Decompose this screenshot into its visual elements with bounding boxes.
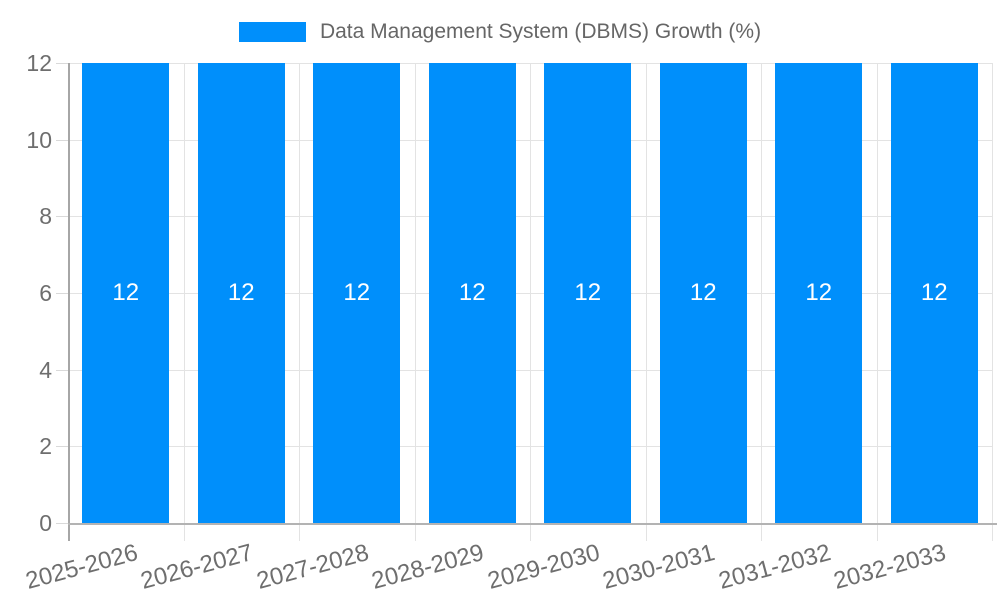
y-axis-label: 0 — [39, 510, 52, 536]
gridline-vertical — [761, 63, 762, 541]
y-tick-mark — [56, 523, 68, 524]
gridline-vertical — [992, 63, 993, 541]
bar[interactable] — [544, 63, 632, 523]
y-tick-mark — [56, 370, 68, 371]
bar[interactable] — [890, 63, 978, 523]
y-tick-mark — [56, 446, 68, 447]
y-axis-label: 8 — [39, 203, 52, 229]
y-axis-label: 12 — [26, 50, 52, 76]
legend-label: Data Management System (DBMS) Growth (%) — [319, 20, 762, 43]
gridline-vertical — [877, 63, 878, 541]
y-axis-label: 4 — [39, 357, 52, 383]
bar-value-label: 12 — [227, 279, 255, 306]
bar-value-label: 12 — [458, 279, 486, 306]
y-tick-mark — [56, 63, 68, 64]
bar[interactable] — [82, 63, 170, 523]
gridline-vertical — [646, 63, 647, 541]
y-axis — [68, 63, 70, 541]
gridline-vertical — [184, 63, 185, 541]
bar[interactable] — [197, 63, 285, 523]
y-axis-label: 2 — [39, 433, 52, 459]
bar-value-label: 12 — [689, 279, 717, 306]
legend-item[interactable]: Data Management System (DBMS) Growth (%) — [0, 20, 1000, 44]
bar[interactable] — [313, 63, 401, 523]
bar-value-label: 12 — [805, 279, 833, 306]
y-tick-mark — [56, 293, 68, 294]
bar-value-label: 12 — [920, 279, 948, 306]
gridline-vertical — [530, 63, 531, 541]
y-axis-label: 6 — [39, 280, 52, 306]
legend-swatch — [238, 22, 306, 42]
y-tick-mark — [56, 140, 68, 141]
bar[interactable] — [428, 63, 516, 523]
bar-value-label: 12 — [574, 279, 602, 306]
y-axis-label: 10 — [26, 127, 52, 153]
x-axis — [68, 523, 997, 525]
bar[interactable] — [659, 63, 747, 523]
bar[interactable] — [775, 63, 863, 523]
bar-value-label: 12 — [112, 279, 140, 306]
gridline-vertical — [299, 63, 300, 541]
bar-value-label: 12 — [343, 279, 371, 306]
y-tick-mark — [56, 216, 68, 217]
gridline-vertical — [415, 63, 416, 541]
